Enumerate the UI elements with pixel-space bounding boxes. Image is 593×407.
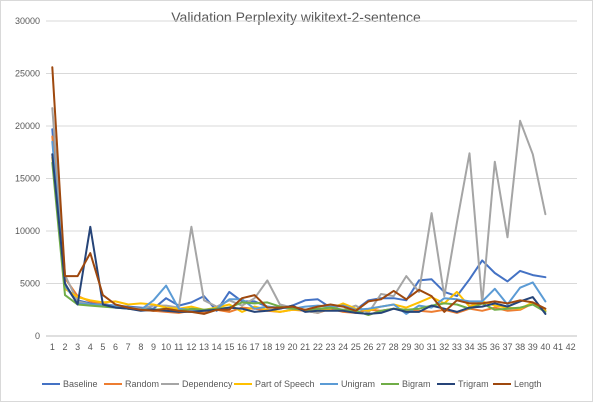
x-tick-label: 22 — [313, 342, 323, 352]
x-tick-label: 35 — [477, 342, 487, 352]
chart-title: Validation Perplexity wikitext-2-sentenc… — [171, 9, 421, 25]
legend-label: Bigram — [402, 379, 431, 389]
legend-item-dependency: Dependency — [161, 379, 233, 389]
x-tick-label: 14 — [212, 342, 222, 352]
x-tick-label: 2 — [62, 342, 67, 352]
x-tick-label: 24 — [338, 342, 348, 352]
x-tick-label: 16 — [237, 342, 247, 352]
y-tick-label: 10000 — [15, 226, 40, 236]
x-tick-label: 15 — [224, 342, 234, 352]
x-tick-label: 19 — [275, 342, 285, 352]
x-tick-label: 9 — [151, 342, 156, 352]
x-tick-label: 39 — [528, 342, 538, 352]
x-tick-label: 1 — [50, 342, 55, 352]
x-tick-label: 10 — [161, 342, 171, 352]
legend-label: Dependency — [182, 379, 233, 389]
x-tick-label: 8 — [138, 342, 143, 352]
x-tick-label: 33 — [452, 342, 462, 352]
series-line-length — [51, 66, 547, 315]
legend: Baseline Random Dependency Part of Speech Un… — [42, 379, 542, 389]
x-tick-label: 3 — [75, 342, 80, 352]
x-tick-label: 29 — [401, 342, 411, 352]
x-tick-label: 7 — [126, 342, 131, 352]
gridlines — [46, 20, 577, 337]
x-tick-label: 38 — [515, 342, 525, 352]
legend-item-random: Random — [104, 379, 159, 389]
y-tick-label: 20000 — [15, 121, 40, 131]
x-tick-label: 12 — [186, 342, 196, 352]
x-tick-label: 28 — [389, 342, 399, 352]
legend-item-baseline: Baseline — [42, 379, 98, 389]
y-tick-label: 30000 — [15, 16, 40, 26]
x-tick-label: 31 — [427, 342, 437, 352]
legend-label: Baseline — [63, 379, 98, 389]
legend-label: Random — [125, 379, 159, 389]
legend-label: Part of Speech — [255, 379, 315, 389]
y-tick-label: 15000 — [15, 174, 40, 184]
legend-item-unigram: Unigram — [320, 379, 375, 389]
x-tick-label: 26 — [363, 342, 373, 352]
x-tick-label: 13 — [199, 342, 209, 352]
x-tick-label: 37 — [502, 342, 512, 352]
x-tick-label: 5 — [100, 342, 105, 352]
y-tick-label: 0 — [35, 331, 40, 341]
x-tick-label: 18 — [262, 342, 272, 352]
legend-item-part-of-speech: Part of Speech — [234, 379, 315, 389]
x-tick-label: 34 — [465, 342, 475, 352]
x-tick-label: 36 — [490, 342, 500, 352]
x-tick-label: 30 — [414, 342, 424, 352]
y-axis-tick-labels: 0 5000 10000 15000 20000 25000 30000 — [15, 16, 40, 341]
x-tick-label: 41 — [553, 342, 563, 352]
x-tick-label: 32 — [439, 342, 449, 352]
x-tick-label: 6 — [113, 342, 118, 352]
x-tick-label: 20 — [288, 342, 298, 352]
x-tick-label: 40 — [540, 342, 550, 352]
x-tick-label: 11 — [174, 342, 183, 352]
y-tick-label: 5000 — [20, 279, 40, 289]
legend-item-length: Length — [493, 379, 542, 389]
x-tick-label: 21 — [300, 342, 310, 352]
x-tick-label: 23 — [325, 342, 335, 352]
series-lines — [51, 66, 547, 316]
x-tick-label: 42 — [566, 342, 576, 352]
x-tick-label: 25 — [351, 342, 361, 352]
legend-item-bigram: Bigram — [381, 379, 431, 389]
series-line-baseline — [51, 128, 547, 312]
x-tick-label: 17 — [250, 342, 260, 352]
legend-label: Length — [514, 379, 542, 389]
x-tick-label: 27 — [376, 342, 386, 352]
legend-label: Unigram — [341, 379, 375, 389]
legend-item-trigram: Trigram — [437, 379, 489, 389]
legend-label: Trigram — [458, 379, 489, 389]
y-tick-label: 25000 — [15, 69, 40, 79]
x-axis-tick-labels: 1 2 3 4 5 6 7 8 9 10 11 12 13 14 15 16 17 18 19 20 21 22 23 24 2… — [50, 342, 576, 352]
x-tick-label: 4 — [88, 342, 93, 352]
